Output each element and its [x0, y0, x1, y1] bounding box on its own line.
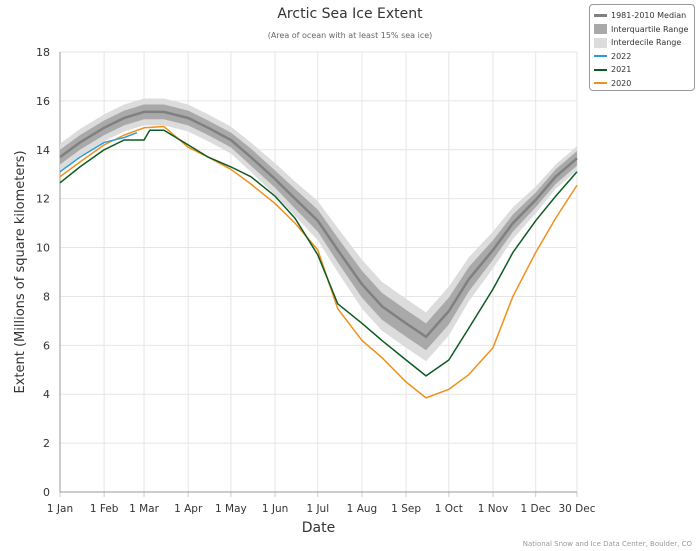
legend-label: 1981-2010 Median — [611, 11, 687, 21]
median-swatch — [594, 14, 607, 18]
x-tick-label: 1 May — [215, 503, 247, 515]
y-tick-label: 4 — [43, 388, 50, 401]
series-2022-line — [59, 131, 138, 173]
x-tick-label: 1 Apr — [174, 503, 203, 515]
x-tick-label: 30 Dec — [558, 503, 595, 515]
x-tick-label: 1 Feb — [90, 503, 119, 515]
legend-label: 2021 — [611, 65, 632, 75]
y-tick-label: 0 — [43, 486, 50, 499]
legend-label: Interdecile Range — [611, 38, 682, 48]
y-tick-label: 18 — [36, 46, 50, 59]
median-line — [59, 110, 578, 339]
x-tick-label: 1 Oct — [435, 503, 463, 515]
y-tick-label: 6 — [43, 339, 50, 352]
legend-label: Interquartile Range — [611, 24, 689, 34]
y-tick-label: 16 — [36, 95, 50, 108]
series-2021-line — [59, 129, 578, 377]
series-2020-line — [59, 125, 578, 399]
legend-item-2021[interactable]: 2021 — [594, 63, 690, 77]
y-tick-label: 12 — [36, 193, 50, 206]
credit-text: National Snow and Ice Data Center, Bould… — [522, 540, 692, 548]
x-tick-label: 1 Jun — [262, 503, 288, 515]
x-tick-label: 1 Mar — [129, 503, 160, 515]
y-axis-label: Extent (Millions of square kilometers) — [13, 150, 28, 393]
x-tick-label: 1 Jul — [306, 503, 329, 515]
x-tick-label: 1 Aug — [347, 503, 378, 515]
legend-item-2020[interactable]: 2020 — [594, 77, 690, 91]
series-2021-swatch — [594, 68, 607, 71]
y-tick-label: 10 — [36, 242, 50, 255]
legend-label: 2022 — [611, 51, 632, 61]
x-tick-label: 1 Jan — [47, 503, 73, 515]
x-tick-label: 1 Dec — [521, 503, 552, 515]
legend-item-2022[interactable]: 2022 — [594, 50, 690, 64]
x-tick-label: 1 Nov — [478, 503, 509, 515]
legend-item-interdecile[interactable]: Interdecile Range — [594, 36, 690, 50]
x-axis-label: Date — [302, 520, 335, 536]
legend-label: 2020 — [611, 78, 632, 88]
legend: 1981-2010 Median Interquartile Range Int… — [589, 4, 695, 91]
interquartile-band — [60, 104, 577, 351]
y-tick-label: 2 — [43, 437, 50, 450]
interquartile-swatch — [594, 24, 607, 35]
interdecile-swatch — [594, 37, 607, 48]
series-2020-swatch — [594, 82, 607, 85]
y-tick-label: 14 — [36, 144, 50, 157]
legend-item-interquartile[interactable]: Interquartile Range — [594, 23, 690, 37]
x-tick-label: 1 Sep — [391, 503, 421, 515]
series-2022-swatch — [594, 55, 607, 58]
y-tick-label: 8 — [43, 290, 50, 303]
chart-title: Arctic Sea Ice Extent — [277, 6, 423, 22]
legend-item-median[interactable]: 1981-2010 Median — [594, 9, 690, 23]
chart-subtitle: (Area of ocean with at least 15% sea ice… — [267, 31, 433, 40]
